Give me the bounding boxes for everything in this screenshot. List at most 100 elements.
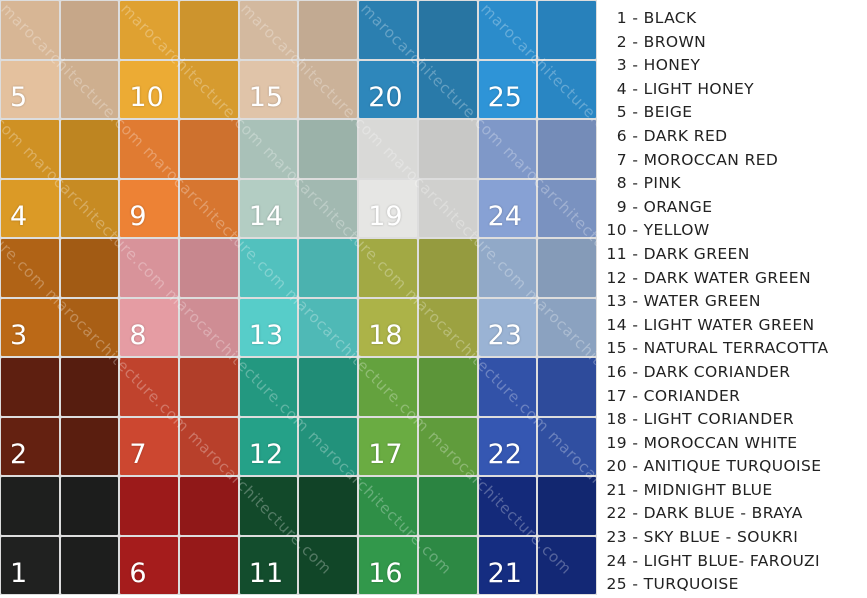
- color-swatch: 7: [119, 357, 238, 476]
- tile: [120, 179, 179, 237]
- legend-number: 17: [606, 386, 627, 405]
- legend-name: ANITIQUE TURQUOISE: [643, 457, 822, 476]
- tile: [120, 239, 179, 297]
- tile: [239, 60, 298, 118]
- tile: [418, 536, 477, 594]
- swatch-number: 4: [10, 201, 28, 232]
- tile: [180, 536, 238, 594]
- tile: [359, 60, 417, 118]
- tile: [180, 358, 238, 416]
- tile: [60, 417, 119, 475]
- tile: [538, 417, 596, 475]
- tile: [478, 536, 537, 594]
- tile: [418, 239, 477, 297]
- tile: [359, 179, 417, 237]
- tile: [299, 358, 358, 416]
- legend-item: 16 - DARK CORIANDER: [603, 362, 867, 386]
- legend-separator: -: [627, 386, 644, 405]
- legend-separator: -: [627, 480, 644, 499]
- tile: [478, 358, 537, 416]
- legend-name: TURQUOISE: [643, 575, 739, 594]
- swatch-number: 20: [368, 82, 403, 113]
- legend-number: 3: [616, 56, 627, 75]
- swatch-number: 13: [248, 320, 284, 351]
- tile: [60, 1, 119, 59]
- color-swatch: 13: [239, 238, 358, 357]
- tile: [478, 477, 537, 535]
- tile: [359, 358, 417, 416]
- color-swatch: 5: [0, 0, 119, 119]
- legend-separator: -: [627, 292, 644, 311]
- legend-item: 11 - DARK GREEN: [603, 244, 867, 268]
- color-swatch: 3: [0, 238, 119, 357]
- swatch-number: 19: [368, 201, 403, 232]
- legend-item: 2 - BROWN: [603, 32, 867, 56]
- tile: [299, 417, 358, 475]
- legend-separator: -: [627, 457, 644, 476]
- tile: [120, 417, 179, 475]
- tile: [478, 298, 537, 356]
- legend-separator: -: [627, 575, 644, 594]
- tile: [299, 239, 358, 297]
- legend-separator: -: [627, 504, 644, 523]
- legend-number: 7: [616, 150, 627, 169]
- color-swatch: 12: [239, 357, 358, 476]
- legend-separator: -: [627, 221, 644, 240]
- legend-item: 7 - MOROCCAN RED: [603, 150, 867, 174]
- tile: [239, 179, 298, 237]
- tile: [299, 60, 358, 118]
- legend-item: 19 - MOROCCAN WHITE: [603, 433, 867, 457]
- swatch-number: 1: [10, 558, 28, 589]
- swatch-number: 16: [368, 558, 403, 589]
- legend-item: 24 - LIGHT BLUE- FAROUZI: [603, 551, 867, 575]
- legend-name: DARK BLUE - BRAYA: [643, 504, 803, 523]
- tile: [60, 358, 119, 416]
- color-swatch: 11: [239, 476, 358, 595]
- legend-number: 15: [606, 339, 627, 358]
- legend-separator: -: [627, 528, 644, 547]
- legend-name: BEIGE: [643, 103, 693, 122]
- legend-number: 23: [606, 528, 627, 547]
- tile: [359, 239, 417, 297]
- tile: [538, 179, 596, 237]
- tile: [478, 120, 537, 178]
- legend-name: ORANGE: [643, 197, 713, 216]
- legend-item: 4 - LIGHT HONEY: [603, 79, 867, 103]
- legend-item: 25 - TURQUOISE: [603, 574, 867, 598]
- tile: [478, 179, 537, 237]
- legend-separator: -: [627, 339, 644, 358]
- tile: [60, 298, 119, 356]
- legend-separator: -: [627, 126, 644, 145]
- color-swatch: 15: [239, 0, 358, 119]
- color-swatch: 23: [478, 238, 597, 357]
- color-swatch: 14: [239, 119, 358, 238]
- swatch-number: 3: [10, 320, 28, 351]
- tile: [359, 120, 417, 178]
- legend-number: 20: [606, 457, 627, 476]
- swatch-number: 15: [248, 82, 284, 113]
- tile: [239, 298, 298, 356]
- legend-separator: -: [627, 56, 644, 75]
- legend-number: 24: [606, 551, 627, 570]
- tile: [1, 120, 59, 178]
- tile: [359, 417, 417, 475]
- legend-name: DARK WATER GREEN: [643, 268, 811, 287]
- tile: [239, 1, 298, 59]
- legend-name: BROWN: [643, 32, 707, 51]
- legend-separator: -: [627, 268, 644, 287]
- legend-name: MOROCCAN WHITE: [643, 433, 798, 452]
- legend-item: 1 - BLACK: [603, 8, 867, 32]
- legend-name: MOROCCAN RED: [643, 150, 779, 169]
- tile: [418, 358, 477, 416]
- tile: [239, 477, 298, 535]
- swatch-number: 17: [368, 439, 403, 470]
- legend-item: 21 - MIDNIGHT BLUE: [603, 480, 867, 504]
- legend-number: 9: [616, 197, 627, 216]
- tile: [538, 358, 596, 416]
- tile: [1, 239, 59, 297]
- tile: [538, 477, 596, 535]
- legend-number: 21: [606, 480, 627, 499]
- tile: [538, 60, 596, 118]
- tile: [299, 536, 358, 594]
- legend-number: 16: [606, 362, 627, 381]
